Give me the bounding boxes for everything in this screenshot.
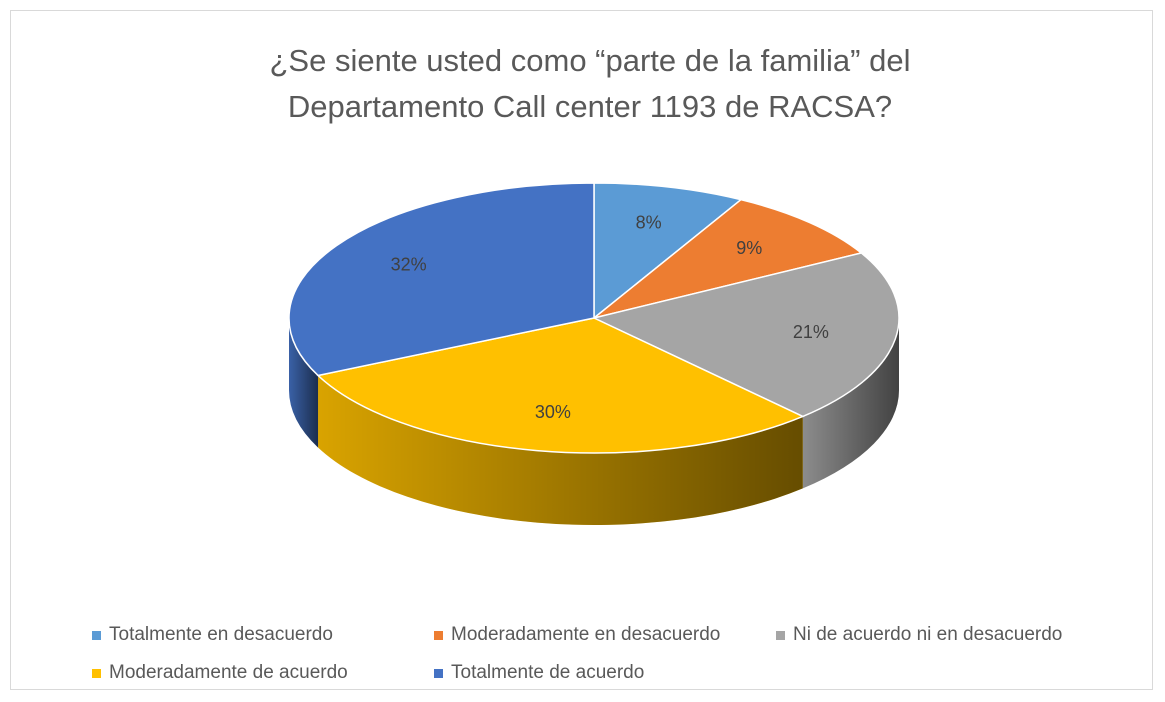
side-shade [802,318,899,489]
legend-swatch [92,630,101,640]
chart-title: ¿Se siente usted como “parte de la famil… [269,43,911,124]
slice [316,317,805,454]
legend-item: Ni de acuerdo ni en desacuerdo [776,616,1118,654]
legend-label: Moderadamente en desacuerdo [451,624,721,645]
chart-frame [10,10,1153,690]
slice [593,198,863,319]
legend-label: Ni de acuerdo ni en desacuerdo [793,624,1063,645]
data-label: 30% [535,402,571,422]
slice [593,182,743,320]
legend-label: Totalmente en desacuerdo [109,624,333,645]
legend-swatch [434,630,443,640]
data-label: 8% [636,213,662,233]
legend-swatch [434,668,443,678]
data-label: 21% [793,322,829,342]
legend-item: Totalmente en desacuerdo [92,616,434,654]
side-shade [318,375,803,525]
legend-swatch [92,668,101,678]
legend: Totalmente en desacuerdo Moderadamente en… [92,616,1132,692]
slice [288,182,595,377]
legend-item: Moderadamente en desacuerdo [434,616,776,654]
data-label: 9% [736,238,762,258]
legend-item: Totalmente de acuerdo [434,654,776,692]
legend-swatch [776,630,785,640]
data-label: 32% [391,255,427,275]
legend-item: Moderadamente de acuerdo [92,654,434,692]
legend-label: Totalmente de acuerdo [451,662,645,683]
slice [591,252,900,418]
side-shade [289,318,319,448]
legend-label: Moderadamente de acuerdo [109,662,348,683]
